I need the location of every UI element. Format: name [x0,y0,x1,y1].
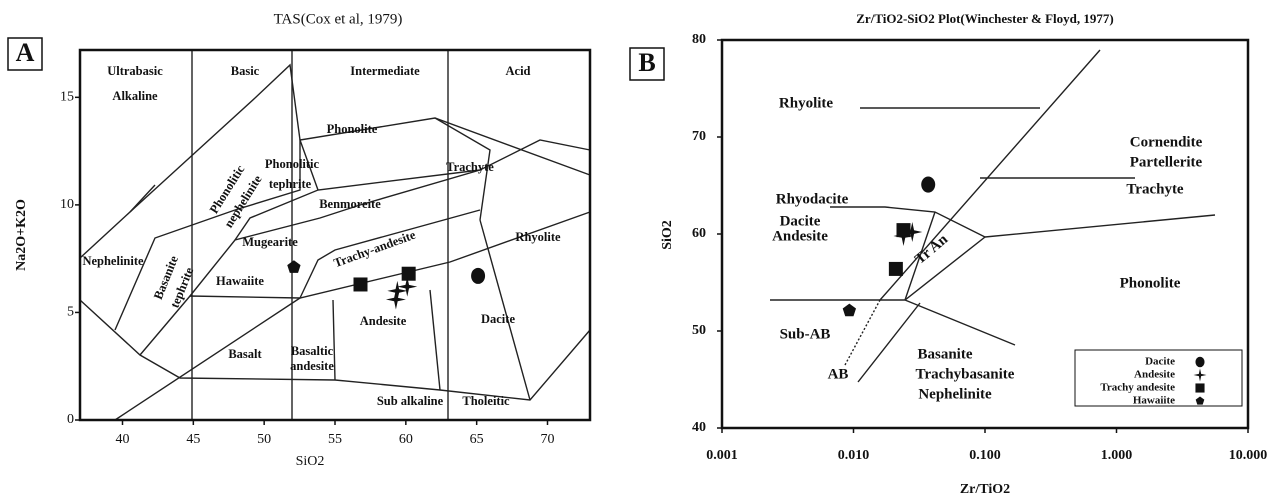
x-tick-label: 60 [399,432,413,447]
region-label: Trachybasanite [916,366,1015,382]
region-label: Partellerite [1130,154,1203,170]
region-label: Dacite [481,312,515,326]
y-axis-label: SiO2 [660,220,675,250]
point [401,266,416,281]
region-label: Nephelinite [918,386,992,402]
legend-label: Dacite [1145,356,1175,368]
chart-title: TAS(Cox et al, 1979) [274,11,403,27]
region-label: Trachy-andesite [332,228,418,271]
region-label: Basalt [228,347,262,361]
x-tick-label: 45 [186,432,200,447]
x-tick-label: 50 [257,432,271,447]
region-label: Nephelinite [82,254,144,268]
tas-boundaries [79,50,591,421]
region-label: Rhyolite [779,95,834,111]
legend-label: Trachy andesite [1100,382,1175,394]
region-label: Trachyte [1126,181,1184,197]
point [902,222,923,243]
x-tick-label: 40 [116,432,130,447]
region-label: Andesite [360,314,407,328]
region-label: Rhyodacite [776,191,849,207]
region-label: Mugearite [242,235,298,249]
point [353,277,368,292]
region-label: Phonolite [1120,275,1181,291]
region-label: Phonolitic [265,157,320,171]
y-axis-label: Na2O+K2O [14,199,29,271]
region-label: Tr An [912,231,951,268]
point [397,276,418,297]
point [1193,368,1207,382]
x-tick-label: 10.000 [1229,448,1268,463]
y-tick-label: 40 [692,420,706,435]
x-axis-label: SiO2 [296,454,325,469]
region-label: Phonolite [327,122,378,136]
x-tick-label: 1.000 [1101,448,1133,463]
point [387,280,408,301]
y-tick-label: 50 [692,323,706,338]
y-tick-label: 10 [60,197,74,212]
region-label: Basaltic [291,344,334,358]
x-tick-label: 65 [470,432,484,447]
region-label: AB [828,366,849,382]
x-tick-label: 0.010 [838,448,870,463]
legend-label: Hawaiite [1133,395,1175,407]
region-label: Dacite [780,213,821,229]
point [921,176,936,193]
region-label: Tholeitic [462,394,510,408]
region-label: Andesite [772,228,828,244]
point [896,223,911,238]
panel-label: A [16,38,35,67]
region-label: Rhyolite [515,230,561,244]
x-tick-label: 70 [541,432,555,447]
point [842,303,857,317]
region-label: Hawaiite [216,274,264,288]
region-label: Cornendite [1130,134,1203,150]
chart-title: Zr/TiO2-SiO2 Plot(Winchester & Floyd, 19… [856,11,1113,26]
region-label: andesite [290,359,334,373]
y-tick-label: 70 [692,129,706,144]
region-label: Trachyte [446,160,494,174]
legend-box [1074,349,1243,407]
panel-label-box [629,47,665,81]
y-tick-label: 5 [67,305,74,320]
point [1195,356,1205,368]
x-tick-label: 0.001 [706,448,738,463]
y-tick-label: 15 [60,90,74,105]
region-label: Intermediate [350,64,420,78]
legend-label: Andesite [1134,369,1175,381]
point [385,289,406,310]
panel-label: B [638,48,655,77]
winchester-boundaries [770,49,1216,383]
point [287,260,301,273]
region-label: Sub alkaline [377,394,444,408]
x-axis-label: Zr/TiO2 [960,482,1010,497]
y-tick-label: 60 [692,226,706,241]
region-label: Sub-AB [780,326,831,342]
region-label: Ultrabasic [107,64,163,78]
region-label: Benmoreite [319,197,381,211]
x-tick-label: 0.100 [969,448,1001,463]
point [471,267,486,284]
point [1195,383,1205,393]
region-label: Alkaline [112,89,158,103]
region-label: tephrite [269,177,312,191]
region-label: Acid [506,64,531,78]
y-tick-label: 80 [692,32,706,47]
y-tick-label: 0 [67,412,74,427]
x-tick-label: 55 [328,432,342,447]
panel-label-box [7,37,43,71]
point [1195,396,1205,405]
region-label: Basanite [917,346,972,362]
point [888,261,903,276]
region-label: Basic [231,64,260,78]
